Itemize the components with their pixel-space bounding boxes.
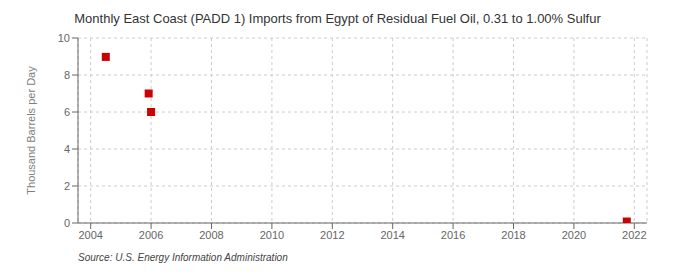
- svg-text:10: 10: [58, 32, 70, 44]
- svg-text:2022: 2022: [622, 229, 646, 241]
- svg-text:0: 0: [64, 217, 70, 229]
- svg-text:2: 2: [64, 180, 70, 192]
- html-text:Source: U.S. Energy Informatio: Source: U.S. Energy Information Administ…: [78, 252, 288, 263]
- html-text:Monthly East Coast (PADD 1) Im: Monthly East Coast (PADD 1) Imports from…: [74, 11, 601, 26]
- svg-text:2010: 2010: [260, 229, 284, 241]
- svg-text:2004: 2004: [78, 229, 102, 241]
- svg-text:Thousand Barrels per Day: Thousand Barrels per Day: [25, 66, 37, 195]
- svg-text:2016: 2016: [441, 229, 465, 241]
- svg-text:2020: 2020: [562, 229, 586, 241]
- svg-text:2014: 2014: [380, 229, 404, 241]
- svg-text:2006: 2006: [139, 229, 163, 241]
- svg-text:2018: 2018: [501, 229, 525, 241]
- svg-text:4: 4: [64, 143, 70, 155]
- svg-text:2008: 2008: [199, 229, 223, 241]
- svg-text:2012: 2012: [320, 229, 344, 241]
- svg-text:8: 8: [64, 69, 70, 81]
- svg-text:6: 6: [64, 106, 70, 118]
